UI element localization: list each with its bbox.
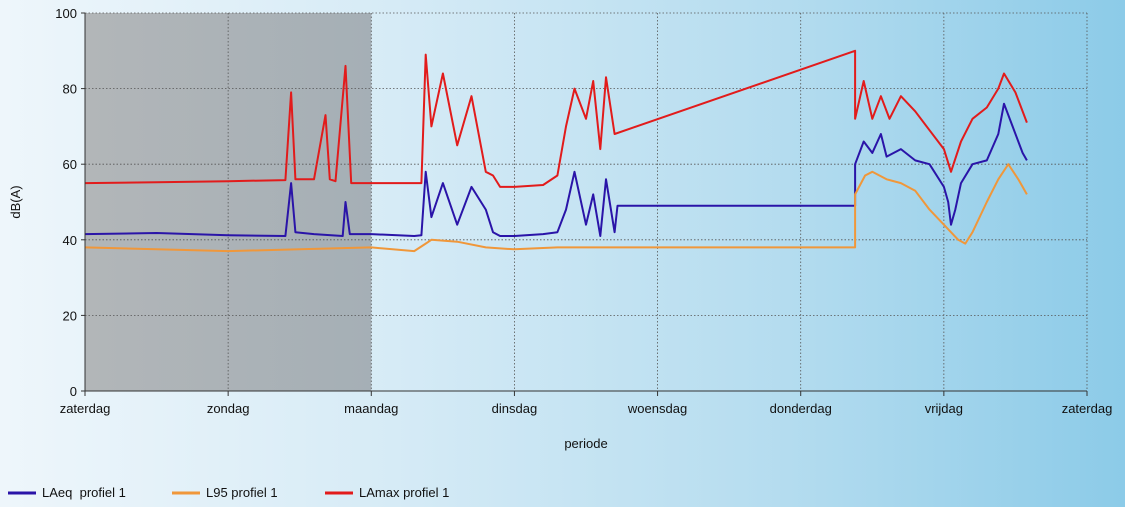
y-axis-title: dB(A) xyxy=(8,185,23,218)
y-tick-label: 40 xyxy=(63,233,77,248)
series-line-l95 xyxy=(85,163,1028,253)
x-tick-label: vrijdag xyxy=(925,401,963,416)
x-tick-label: zaterdag xyxy=(60,401,111,416)
x-tick-label: zondag xyxy=(207,401,250,416)
y-tick-label: 80 xyxy=(63,82,77,97)
y-tick-label: 100 xyxy=(55,6,77,21)
x-tick-label: woensdag xyxy=(627,401,687,416)
legend-label-lamax: LAmax profiel 1 xyxy=(359,485,449,500)
legend-item-lamax[interactable]: LAmax profiel 1 xyxy=(325,485,449,500)
series-line-laeq xyxy=(85,102,1028,237)
legend-label-l95: L95 profiel 1 xyxy=(206,485,278,500)
x-tick-label: donderdag xyxy=(770,401,832,416)
legend: LAeq profiel 1 L95 profiel 1 LAmax profi… xyxy=(8,485,449,500)
x-tick-label: zaterdag xyxy=(1062,401,1113,416)
series-line-lamax xyxy=(85,49,1028,188)
y-tick-label: 0 xyxy=(70,384,77,399)
y-tick-label: 60 xyxy=(63,157,77,172)
x-tick-label: maandag xyxy=(344,401,398,416)
legend-label-laeq: LAeq profiel 1 xyxy=(42,485,126,500)
legend-item-l95[interactable]: L95 profiel 1 xyxy=(172,485,278,500)
legend-item-laeq[interactable]: LAeq profiel 1 xyxy=(8,485,126,500)
x-tick-label: dinsdag xyxy=(492,401,538,416)
y-tick-label: 20 xyxy=(63,308,77,323)
x-axis-title: periode xyxy=(564,436,607,451)
